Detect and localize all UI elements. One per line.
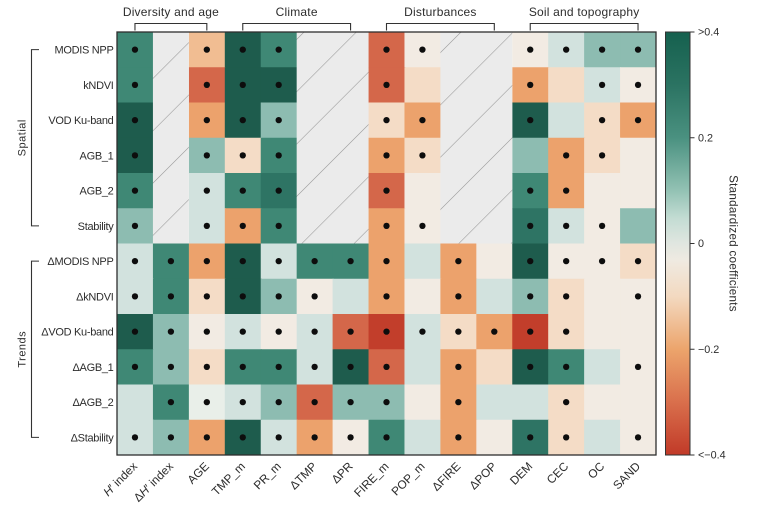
svg-text:Disturbances: Disturbances	[404, 5, 476, 19]
svg-text:AGB_1: AGB_1	[80, 150, 114, 162]
svg-text:ΔAGB_2: ΔAGB_2	[72, 397, 113, 409]
svg-text:MODIS NPP: MODIS NPP	[54, 45, 113, 57]
svg-text:AGB_2: AGB_2	[80, 186, 114, 198]
svg-text:0.2: 0.2	[698, 132, 713, 144]
svg-text:Stability: Stability	[78, 221, 115, 233]
svg-text:Trends: Trends	[17, 331, 29, 368]
svg-text:−0.2: −0.2	[698, 344, 719, 356]
svg-text:Standardized coefficients: Standardized coefficients	[727, 175, 740, 312]
svg-text:0: 0	[698, 238, 704, 250]
svg-text:Diversity and age: Diversity and age	[123, 5, 219, 19]
svg-text:ΔAGB_1: ΔAGB_1	[72, 362, 113, 374]
svg-text:Climate: Climate	[276, 5, 318, 19]
svg-text:Spatial: Spatial	[17, 119, 29, 156]
svg-text:Soil and topography: Soil and topography	[529, 5, 640, 19]
svg-text:<−0.4: <−0.4	[698, 450, 726, 462]
svg-text:VOD Ku-band: VOD Ku-band	[48, 115, 113, 127]
svg-text:ΔkNDVI: ΔkNDVI	[76, 291, 114, 303]
svg-text:ΔStability: ΔStability	[71, 432, 115, 444]
svg-text:ΔMODIS NPP: ΔMODIS NPP	[47, 256, 113, 268]
svg-text:kNDVI: kNDVI	[83, 80, 114, 92]
svg-text:>0.4: >0.4	[698, 27, 719, 39]
svg-text:ΔVOD Ku-band: ΔVOD Ku-band	[41, 327, 113, 339]
